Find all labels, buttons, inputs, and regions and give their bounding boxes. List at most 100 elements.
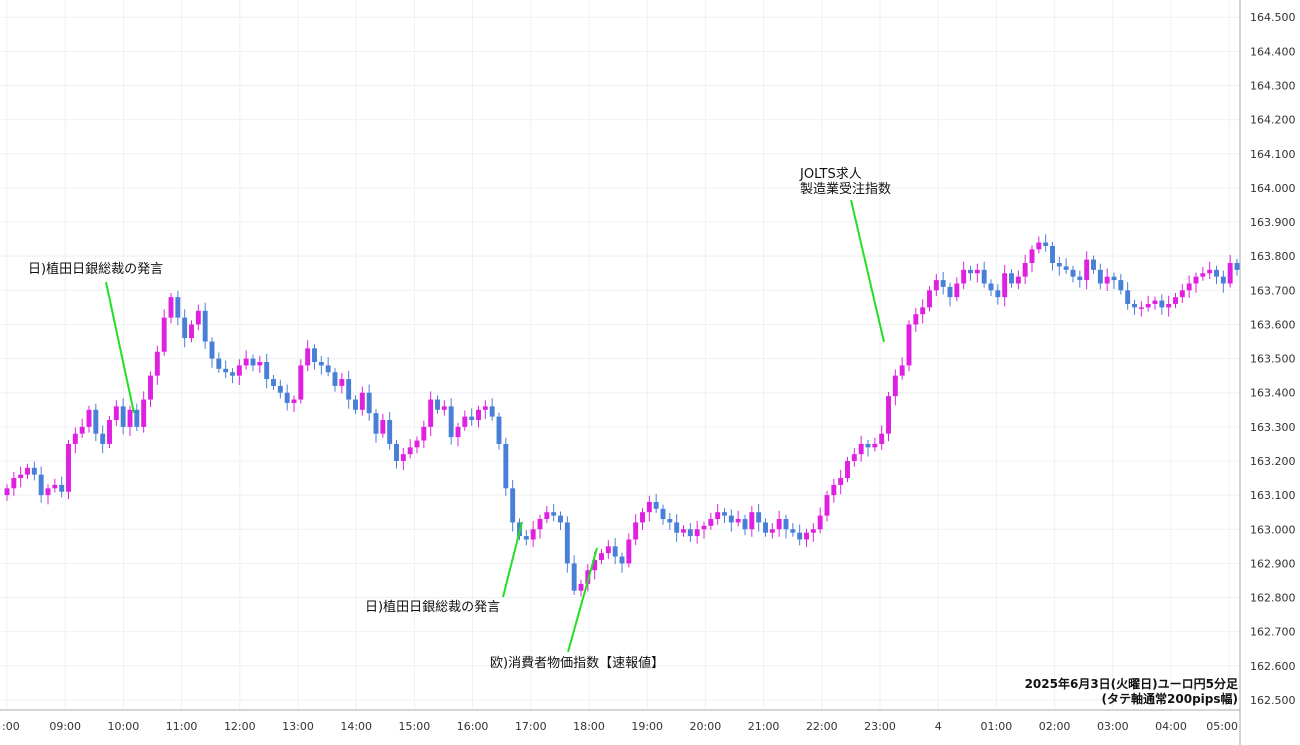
candle-up (749, 512, 755, 530)
candle-up (25, 467, 30, 475)
candle-down (763, 522, 768, 533)
x-tick-label: 14:00 (340, 720, 372, 733)
candle-up (1104, 276, 1110, 284)
annotation-label: 日)植田日銀総裁の発言 (28, 261, 163, 277)
candle-up (961, 269, 967, 284)
candle-down (1125, 290, 1131, 304)
candle-up (810, 529, 816, 533)
annotation-line (105, 281, 135, 414)
candle-up (291, 399, 297, 403)
candle-down (865, 443, 871, 448)
candle-down (1091, 259, 1096, 270)
candle-down (346, 379, 352, 400)
candle-up (168, 297, 174, 318)
y-tick-label: 163.200 (1250, 455, 1296, 468)
candle-down (797, 532, 803, 540)
candle-up (1193, 276, 1199, 284)
annotation-label: 製造業受注指数 (800, 181, 891, 197)
candle-up (298, 365, 304, 400)
candle-up (407, 447, 413, 455)
candle-up (681, 529, 686, 533)
candle-up (715, 512, 721, 520)
candle-down (93, 409, 99, 434)
candle-up (1166, 303, 1172, 308)
candle-up (441, 406, 447, 410)
candle-down (1111, 276, 1117, 281)
candle-up (769, 529, 775, 533)
candle-up (906, 324, 912, 366)
candle-up (694, 529, 700, 537)
y-tick-label: 163.300 (1250, 421, 1296, 434)
candle-down (1118, 280, 1124, 291)
candle-down (1009, 273, 1014, 284)
candle-down (947, 286, 953, 298)
candle-down (667, 519, 673, 523)
x-tick-label: 01:00 (981, 720, 1013, 733)
candle-up (817, 515, 823, 530)
y-tick-label: 162.500 (1250, 694, 1296, 707)
candle-down (134, 409, 140, 427)
candle-down (250, 358, 256, 366)
candle-up (1152, 300, 1158, 304)
candle-up (585, 570, 591, 584)
candle-up (1022, 263, 1028, 277)
candle-up (359, 392, 365, 410)
candle-down (503, 443, 509, 489)
candle-up (52, 484, 58, 489)
candle-up (578, 583, 584, 591)
candle-up (455, 426, 461, 438)
candle-up (708, 519, 714, 526)
annotation-line (850, 199, 885, 343)
y-tick-label: 164.100 (1250, 148, 1296, 161)
candle-down (523, 536, 529, 540)
candle-up (804, 532, 809, 540)
candle-down (564, 522, 570, 564)
x-tick-label: 16:00 (457, 720, 489, 733)
candle-up (154, 351, 160, 376)
x-tick-label: 23:00 (864, 720, 896, 733)
candle-down (1132, 303, 1137, 308)
candle-up (113, 406, 119, 421)
annotation-label: 日)植田日銀総裁の発言 (365, 599, 500, 615)
x-tick-label: 04:00 (1155, 720, 1187, 733)
candle-up (127, 409, 133, 427)
y-tick-label: 163.700 (1250, 284, 1296, 297)
candle-up (537, 519, 543, 530)
x-tick-label: 21:00 (748, 720, 780, 733)
candle-up (482, 406, 488, 410)
candle-up (141, 399, 147, 427)
candle-up (954, 283, 960, 298)
candle-up (974, 269, 980, 274)
candle-up (380, 420, 386, 434)
candle-down (1234, 263, 1240, 270)
candle-down (496, 416, 502, 444)
candle-down (510, 488, 516, 523)
candle-up (72, 433, 78, 444)
x-tick-label: 19:00 (631, 720, 663, 733)
candle-down (687, 529, 693, 537)
candle-down (722, 512, 727, 516)
candle-up (605, 546, 611, 554)
candle-up (195, 310, 201, 325)
candle-down (120, 406, 126, 427)
y-tick-label: 163.600 (1250, 318, 1296, 331)
candle-up (476, 409, 481, 421)
candle-down (790, 529, 796, 533)
candle-down (312, 348, 317, 362)
candle-up (735, 519, 741, 523)
candle-up (1179, 290, 1185, 298)
candle-up (400, 454, 406, 461)
candle-up (1015, 276, 1021, 284)
x-tick-label: 11:00 (166, 720, 198, 733)
candle-up (879, 433, 885, 444)
candle-up (257, 362, 263, 366)
candle-up (646, 501, 652, 513)
candle-up (892, 375, 898, 397)
candle-up (243, 358, 249, 366)
x-tick-label: 12:00 (224, 720, 256, 733)
candle-down (100, 433, 106, 444)
candle-up (920, 307, 926, 315)
x-tick-label: 15:00 (399, 720, 431, 733)
candle-down (394, 443, 399, 461)
